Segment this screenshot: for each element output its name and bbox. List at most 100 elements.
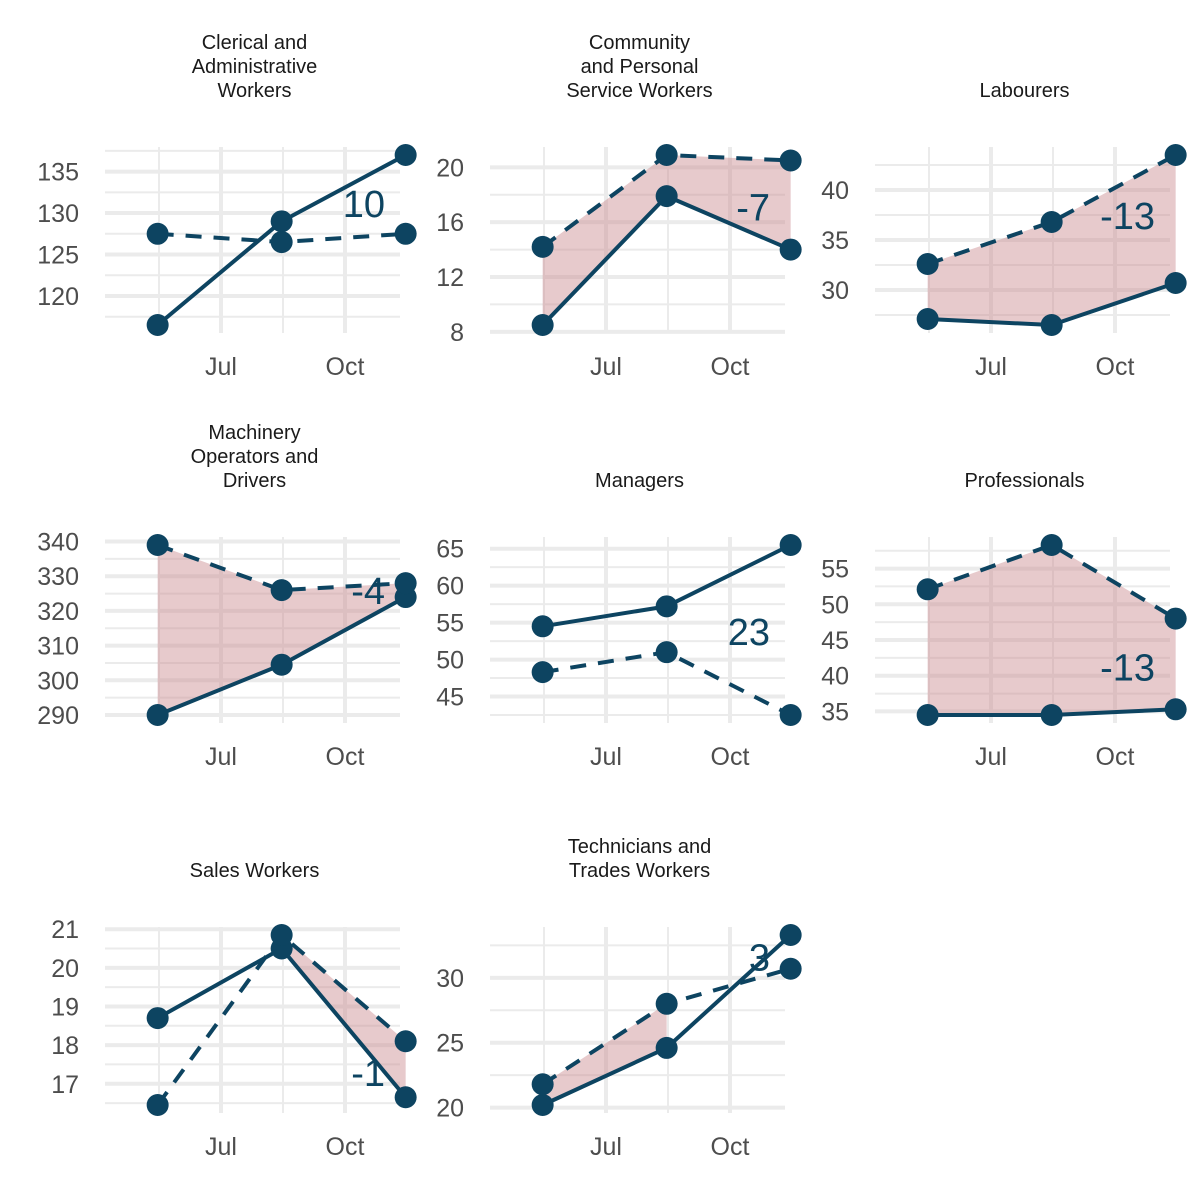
panel-title: Technicians and xyxy=(568,836,711,858)
difference-label: -4 xyxy=(351,571,385,613)
y-tick-label: 125 xyxy=(37,242,79,270)
y-tick-label: 120 xyxy=(37,283,79,311)
y-tick-label: 30 xyxy=(821,277,849,305)
point-solid-1 xyxy=(1040,704,1063,726)
difference-label: 3 xyxy=(749,937,770,979)
panel-title: Service Workers xyxy=(566,80,712,102)
point-solid-0 xyxy=(146,314,169,336)
difference-ribbon xyxy=(927,545,1176,715)
y-tick-label: 18 xyxy=(51,1032,79,1060)
x-tick-label: Jul xyxy=(205,1133,237,1161)
point-solid-1 xyxy=(1040,314,1063,336)
point-solid-0 xyxy=(531,314,554,336)
point-solid-2 xyxy=(394,1086,417,1109)
y-tick-label: 65 xyxy=(436,536,464,564)
point-solid-1 xyxy=(270,210,293,233)
y-tick-label: 135 xyxy=(37,159,79,187)
panel-title: Machinery xyxy=(208,422,300,444)
point-dashed-1 xyxy=(1040,211,1063,233)
point-solid-1 xyxy=(655,185,678,208)
x-tick-label: Oct xyxy=(326,743,365,771)
y-tick-label: 330 xyxy=(37,563,79,591)
y-tick-label: 35 xyxy=(821,698,849,726)
panel-title: Clerical and xyxy=(202,32,308,54)
y-tick-label: 40 xyxy=(821,177,849,205)
panel-title: Drivers xyxy=(223,470,286,492)
x-tick-label: Oct xyxy=(711,353,750,381)
x-tick-label: Oct xyxy=(326,353,365,381)
point-solid-0 xyxy=(916,308,939,330)
point-dashed-2 xyxy=(394,572,417,595)
point-solid-1 xyxy=(655,1036,678,1059)
series-line-dashed xyxy=(926,542,1177,621)
x-tick-label: Oct xyxy=(1096,743,1135,771)
x-tick-label: Jul xyxy=(205,743,237,771)
difference-ribbon xyxy=(927,155,1176,325)
point-solid-1 xyxy=(655,595,678,618)
y-tick-label: 310 xyxy=(37,633,79,661)
point-solid-2 xyxy=(779,534,802,556)
point-dashed-0 xyxy=(531,235,554,258)
panel-title: Workers xyxy=(217,80,291,102)
panel-title: Professionals xyxy=(964,470,1084,492)
panel-title: and Personal xyxy=(581,56,699,78)
x-tick-label: Jul xyxy=(590,353,622,381)
panel-2: 30 35 40 Jul Oct Labourers -13 xyxy=(821,80,1187,381)
x-tick-label: Jul xyxy=(205,353,237,381)
y-tick-label: 8 xyxy=(450,319,464,347)
point-solid-2 xyxy=(779,238,802,261)
difference-ribbon xyxy=(542,1003,667,1105)
point-solid-2 xyxy=(779,924,802,946)
x-tick-label: Jul xyxy=(975,743,1007,771)
x-tick-label: Jul xyxy=(590,1133,622,1161)
y-tick-label: 290 xyxy=(37,702,79,730)
x-tick-label: Oct xyxy=(711,743,750,771)
point-dashed-2 xyxy=(1164,607,1187,630)
point-dashed-0 xyxy=(531,1073,554,1096)
y-tick-label: 12 xyxy=(436,264,464,292)
y-tick-label: 19 xyxy=(51,993,79,1021)
point-solid-2 xyxy=(1164,272,1187,294)
point-solid-0 xyxy=(531,615,554,638)
y-tick-label: 17 xyxy=(51,1071,79,1099)
point-solid-0 xyxy=(531,1094,554,1116)
point-dashed-1 xyxy=(655,992,678,1015)
point-solid-2 xyxy=(1164,698,1187,721)
point-solid-0 xyxy=(146,1007,169,1030)
y-tick-label: 55 xyxy=(821,556,849,584)
x-tick-label: Jul xyxy=(975,353,1007,381)
point-dashed-2 xyxy=(394,1030,417,1053)
y-tick-label: 340 xyxy=(37,529,79,557)
panel-6: 17 18 19 20 21 Jul Oct Sales Workers -1 xyxy=(51,860,417,1161)
difference-label: -13 xyxy=(1100,648,1155,690)
point-dashed-0 xyxy=(146,222,169,245)
panel-title: Administrative xyxy=(192,56,318,78)
difference-label: -7 xyxy=(736,187,770,229)
panel-title: Community xyxy=(589,32,690,54)
panel-5: 35 40 45 50 55 Jul Oct Professionals -13 xyxy=(821,470,1187,771)
x-tick-label: Oct xyxy=(711,1133,750,1161)
panel-title: Sales Workers xyxy=(190,860,320,882)
point-dashed-1 xyxy=(655,144,678,166)
y-tick-label: 55 xyxy=(436,610,464,638)
point-dashed-1 xyxy=(655,641,678,664)
y-tick-label: 20 xyxy=(436,154,464,182)
point-dashed-1 xyxy=(1040,534,1063,556)
difference-label: 23 xyxy=(728,612,770,654)
panel-4: 45 50 55 60 65 Jul Oct Managers 23 xyxy=(436,470,802,771)
y-tick-label: 16 xyxy=(436,209,464,237)
panel-title: Trades Workers xyxy=(569,860,710,882)
y-tick-label: 45 xyxy=(436,684,464,712)
x-tick-label: Oct xyxy=(1096,353,1135,381)
point-dashed-2 xyxy=(779,957,802,980)
panel-title: Operators and xyxy=(191,446,319,468)
y-tick-label: 20 xyxy=(436,1095,464,1123)
y-tick-label: 50 xyxy=(436,647,464,675)
panel-0: 120 125 130 135 Jul Oct Clerical andAdministra… xyxy=(37,32,417,381)
point-dashed-0 xyxy=(146,534,169,556)
difference-label: 10 xyxy=(343,184,385,226)
y-tick-label: 320 xyxy=(37,598,79,626)
